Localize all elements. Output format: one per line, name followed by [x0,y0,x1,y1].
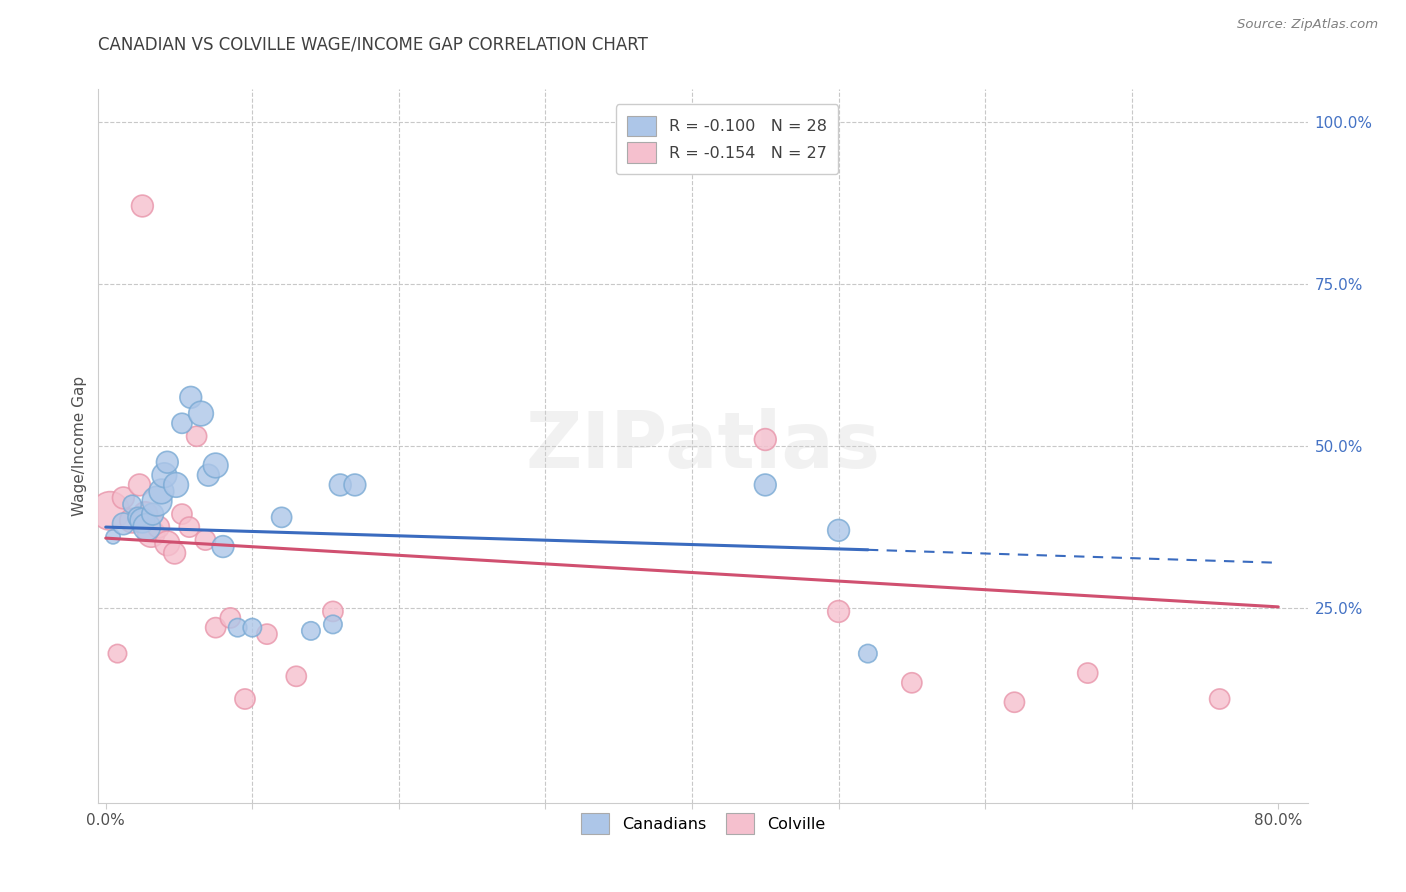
Point [121,497,143,511]
Point [127,510,149,524]
Point [98,504,121,518]
Point [112,491,135,505]
Point [226,621,249,635]
Point [150,484,173,499]
Point [186,429,208,443]
Point [163,546,186,560]
Point [856,647,879,661]
Point [135,520,157,534]
Point [322,617,344,632]
Point [128,478,150,492]
Point [233,692,256,706]
Point [101,530,124,544]
Point [131,199,153,213]
Text: Source: ZipAtlas.com: Source: ZipAtlas.com [1237,18,1378,31]
Point [754,478,776,492]
Point [270,510,292,524]
Point [131,514,153,528]
Text: CANADIAN VS COLVILLE WAGE/INCOME GAP CORRELATION CHART: CANADIAN VS COLVILLE WAGE/INCOME GAP COR… [98,36,648,54]
Point [204,458,226,473]
Point [827,524,849,538]
Point [256,627,278,641]
Point [180,390,202,404]
Point [901,675,924,690]
Point [142,507,165,521]
Point [107,647,129,661]
Point [1077,666,1099,681]
Point [1208,692,1230,706]
Point [1004,695,1026,709]
Point [240,621,263,635]
Point [197,468,219,483]
Point [212,540,235,554]
Point [156,536,179,550]
Point [329,478,352,492]
Text: ZIPatlas: ZIPatlas [526,408,880,484]
Point [299,624,322,638]
Point [285,669,308,683]
Point [170,417,193,431]
Point [153,468,176,483]
Y-axis label: Wage/Income Gap: Wage/Income Gap [72,376,87,516]
Point [322,604,344,618]
Point [204,621,226,635]
Point [141,526,163,541]
Point [219,611,242,625]
Point [343,478,366,492]
Point [754,433,776,447]
Point [190,407,212,421]
Point [194,533,217,547]
Point [179,520,201,534]
Point [121,514,143,528]
Legend: Canadians, Colville: Canadians, Colville [569,802,837,845]
Point [827,604,849,618]
Point [134,507,156,521]
Point [156,455,179,469]
Point [148,520,170,534]
Point [112,516,135,531]
Point [165,478,187,492]
Point [146,494,169,508]
Point [170,507,193,521]
